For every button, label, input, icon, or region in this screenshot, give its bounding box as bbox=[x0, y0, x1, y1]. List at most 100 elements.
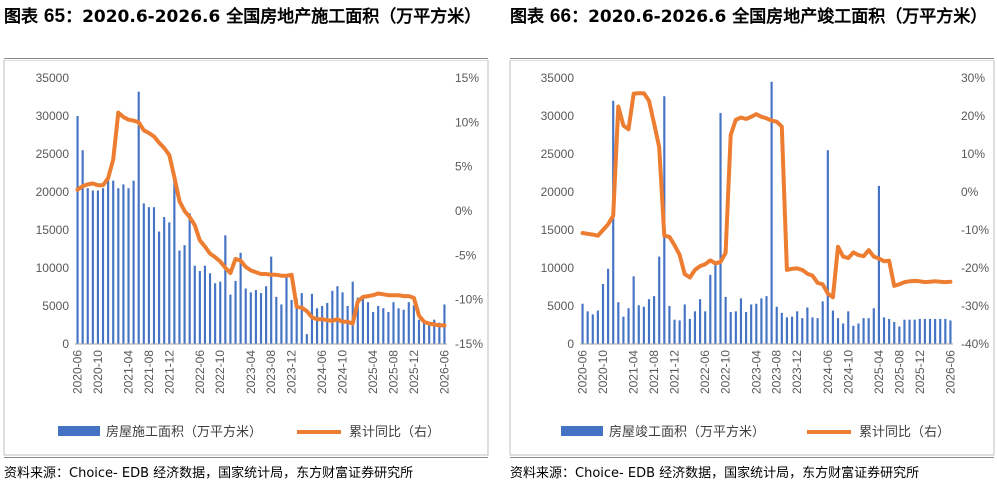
x-tick-label: 2023-04 bbox=[244, 350, 258, 394]
x-tick-label: 2025-12 bbox=[407, 350, 421, 394]
x-tick-label: 2026-06 bbox=[437, 350, 451, 394]
bar bbox=[934, 318, 937, 344]
x-tick-label: 2021-08 bbox=[647, 350, 661, 394]
bar bbox=[214, 283, 217, 344]
bar bbox=[346, 306, 349, 344]
x-tick-label: 2023-08 bbox=[264, 350, 278, 394]
bar bbox=[183, 245, 186, 344]
bar bbox=[331, 290, 334, 344]
bar bbox=[392, 302, 395, 344]
y-left-tick-label: 10000 bbox=[541, 261, 575, 275]
bar bbox=[351, 281, 354, 344]
bar bbox=[826, 150, 829, 344]
x-tick-label: 2022-10 bbox=[213, 350, 227, 394]
y-left-tick-label: 15000 bbox=[541, 223, 575, 237]
bar bbox=[112, 180, 115, 344]
y-left-tick-label: 5000 bbox=[42, 299, 69, 313]
bar bbox=[163, 217, 166, 344]
bar bbox=[305, 334, 308, 344]
chart-title-number: 66 bbox=[549, 6, 572, 27]
bar bbox=[836, 318, 840, 344]
bar bbox=[801, 318, 804, 344]
bar bbox=[280, 304, 283, 344]
bar bbox=[259, 293, 263, 344]
bar bbox=[361, 298, 364, 344]
bar bbox=[831, 310, 834, 344]
bar bbox=[806, 307, 809, 344]
x-tick-label: 2025-04 bbox=[872, 350, 886, 394]
bar bbox=[622, 316, 625, 344]
bar bbox=[412, 305, 415, 344]
y-left-tick-label: 5000 bbox=[547, 299, 574, 313]
bar bbox=[918, 318, 921, 344]
bar bbox=[239, 252, 242, 344]
bar bbox=[750, 304, 753, 344]
x-tick-label: 2020-06 bbox=[576, 350, 590, 394]
bar bbox=[796, 311, 799, 344]
bar bbox=[591, 314, 594, 344]
bar bbox=[81, 150, 84, 344]
bar bbox=[326, 302, 329, 344]
y-left-tick-label: 35000 bbox=[36, 71, 70, 85]
bar bbox=[397, 308, 400, 344]
bar bbox=[612, 100, 615, 344]
title-divider bbox=[510, 58, 994, 59]
bar bbox=[91, 190, 94, 344]
bar bbox=[693, 311, 697, 344]
y-right-tick-label: -5% bbox=[455, 248, 477, 262]
bar bbox=[96, 190, 100, 344]
bar bbox=[724, 296, 727, 344]
y-right-tick-label: -20% bbox=[961, 261, 989, 275]
legend-bar-label: 房屋施工面积（万平方米） bbox=[106, 424, 262, 439]
bar bbox=[407, 302, 410, 344]
x-tick-label: 2024-06 bbox=[315, 350, 329, 394]
bar bbox=[852, 325, 855, 344]
bar bbox=[642, 306, 645, 344]
title-divider bbox=[4, 58, 488, 59]
chart-title-text: 2020.6-2026.6 全国房地产竣工面积（万平方米） bbox=[588, 7, 988, 27]
x-tick-label: 2024-10 bbox=[336, 350, 350, 394]
chart-title-prefix: 图表 bbox=[510, 7, 550, 27]
bar bbox=[688, 318, 691, 344]
y-right-tick-label: 5% bbox=[455, 160, 473, 174]
y-right-tick-label: 0% bbox=[455, 204, 473, 218]
bar bbox=[729, 312, 732, 344]
bar bbox=[903, 319, 906, 344]
bar bbox=[739, 298, 743, 344]
chart-title: 图表 65：2020.6-2026.6 全国房地产施工面积（万平方米） bbox=[4, 3, 488, 31]
bar bbox=[780, 312, 783, 344]
source-note: 资料来源：Choice- EDB 经济数据，国家统计局，东方财富证券研究所 bbox=[510, 466, 920, 481]
bar bbox=[949, 320, 952, 344]
y-right-tick-label: 20% bbox=[961, 109, 985, 123]
bar bbox=[137, 91, 140, 345]
y-left-tick-label: 25000 bbox=[36, 147, 70, 161]
x-tick-label: 2026-06 bbox=[943, 350, 957, 394]
x-tick-label: 2024-10 bbox=[841, 350, 855, 394]
bar bbox=[438, 322, 441, 344]
x-tick-label: 2021-08 bbox=[142, 350, 156, 394]
bar bbox=[765, 296, 768, 344]
x-tick-label: 2021-12 bbox=[668, 350, 682, 394]
bar bbox=[208, 273, 212, 344]
bar bbox=[341, 292, 344, 344]
bar bbox=[147, 207, 150, 344]
bar bbox=[428, 322, 431, 344]
bar bbox=[336, 286, 339, 344]
bar bbox=[433, 319, 436, 344]
plot-frame bbox=[3, 60, 489, 456]
bar bbox=[168, 222, 171, 344]
bar bbox=[617, 302, 620, 344]
construction-area-chart: 0 5000 10000 15000 20000 25000 30000 35000 -15% -… bbox=[3, 60, 489, 456]
y-left-tick-label: 25000 bbox=[541, 147, 575, 161]
y-left-tick-label: 20000 bbox=[541, 185, 575, 199]
bar bbox=[821, 301, 824, 344]
y-left-tick-label: 0 bbox=[62, 337, 69, 351]
bar bbox=[607, 268, 610, 344]
bar bbox=[928, 318, 932, 344]
bar bbox=[122, 184, 125, 344]
bar bbox=[244, 288, 247, 344]
bar bbox=[601, 283, 605, 344]
x-tick-label: 2023-12 bbox=[790, 350, 804, 394]
chart-panel-construction-area: 图表 65：2020.6-2026.6 全国房地产施工面积（万平方米） 0 500… bbox=[0, 0, 490, 483]
bar bbox=[658, 256, 661, 344]
